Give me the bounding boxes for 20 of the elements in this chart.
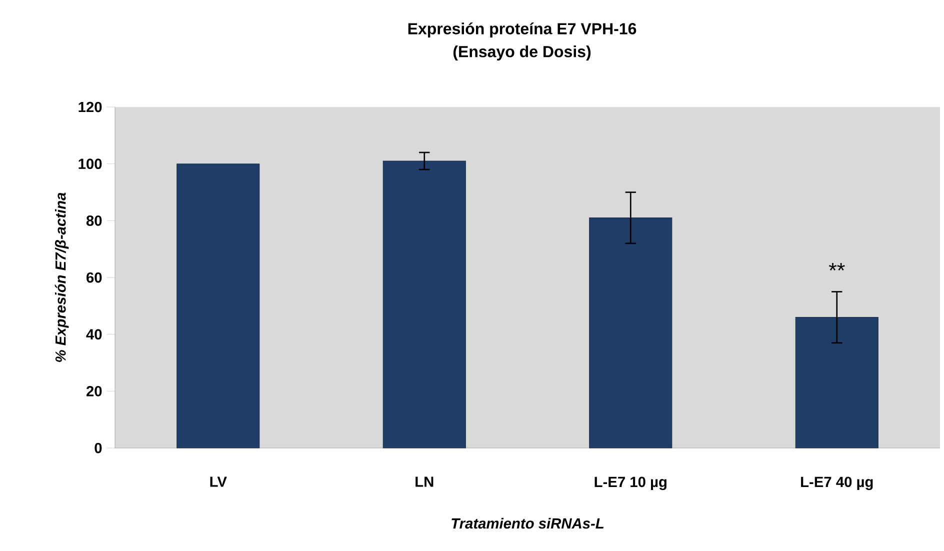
annotation: ** xyxy=(828,263,845,271)
y-axis-title: % Expresión E7/β-actina xyxy=(54,192,69,362)
y-tick-label: 20 xyxy=(86,386,102,396)
bar xyxy=(589,218,672,448)
chart-subtitle: (Ensayo de Dosis) xyxy=(453,46,591,60)
x-tick-label: L-E7 10 µg xyxy=(594,476,666,490)
y-tick-label: 120 xyxy=(78,102,102,112)
y-tick-label: 60 xyxy=(86,272,102,283)
x-tick-label: LV xyxy=(210,476,227,487)
x-tick-label: LN xyxy=(416,476,434,487)
chart-title: Expresión proteína E7 VPH-16 xyxy=(408,22,636,38)
y-tick-label: 40 xyxy=(86,329,102,340)
y-tick-label: 100 xyxy=(78,158,102,170)
bar xyxy=(382,160,466,448)
y-tick-label: 0 xyxy=(94,442,102,454)
x-axis-title: Tratamiento siRNAs-L xyxy=(452,518,604,529)
bar xyxy=(176,164,260,448)
y-tick-label: 80 xyxy=(86,215,102,226)
bar xyxy=(795,317,878,448)
x-tick-label: L-E7 40 µg xyxy=(801,476,873,490)
